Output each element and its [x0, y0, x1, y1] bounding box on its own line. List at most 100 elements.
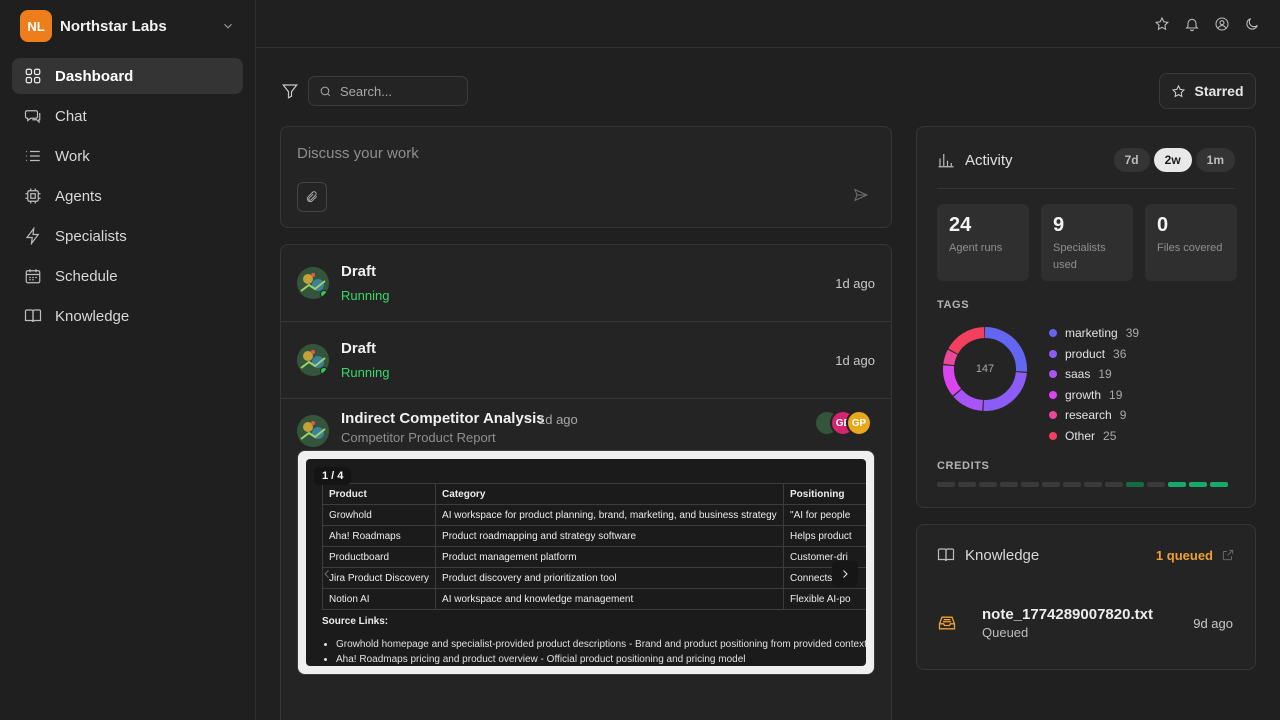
- legend-label: marketing: [1065, 326, 1118, 341]
- agent-avatar: [297, 267, 329, 299]
- composer: [280, 126, 892, 228]
- stat-label: Agent runs: [949, 242, 1003, 254]
- feed-item-time: 1d ago: [835, 276, 875, 291]
- workspace-name: Northstar Labs: [60, 17, 167, 35]
- file-name: note_1774289007820.txt: [982, 606, 1153, 623]
- send-button[interactable]: [853, 187, 871, 205]
- sidebar-item-chat[interactable]: Chat: [12, 98, 243, 134]
- credit-segment: [1126, 482, 1144, 487]
- legend-label: product: [1065, 346, 1106, 361]
- legend-label: research: [1065, 408, 1112, 423]
- agent-avatar-art: [297, 267, 329, 299]
- activity-title: Activity: [965, 151, 1013, 169]
- sidebar-item-specialists[interactable]: Specialists: [12, 218, 243, 254]
- chevron-down-icon: [224, 23, 232, 29]
- chevron-left-icon: [324, 570, 329, 578]
- knowledge-file-item[interactable]: note_1774289007820.txt Queued 9d ago: [937, 598, 1235, 648]
- legend-swatch: [1049, 431, 1057, 440]
- prev-page-button[interactable]: [314, 561, 340, 587]
- credit-segment: [1063, 482, 1081, 487]
- list-icon: [26, 150, 40, 162]
- table-header: Product: [321, 483, 437, 505]
- legend-item-growth[interactable]: growth 19: [1049, 385, 1139, 406]
- sidebar-item-agents[interactable]: Agents: [12, 178, 243, 214]
- report-table: Product Category Positioning Growhold AI…: [321, 483, 866, 610]
- starred-button[interactable]: Starred: [1159, 73, 1256, 109]
- stat-value: 9: [1053, 214, 1065, 236]
- filter-icon[interactable]: [281, 82, 299, 100]
- star-icon[interactable]: [1154, 16, 1170, 32]
- lightning-icon: [25, 227, 40, 245]
- table-cell: Growhold: [321, 504, 437, 526]
- activity-header: Activity 7d 2w 1m: [937, 148, 1235, 172]
- table-cell: Aha! Roadmaps: [321, 525, 437, 547]
- range-1m[interactable]: 1m: [1195, 148, 1235, 172]
- table-cell: Product discovery and prioritization too…: [435, 567, 785, 589]
- external-link-icon[interactable]: [1221, 548, 1235, 562]
- legend-swatch: [1049, 411, 1057, 420]
- collaborator-avatars: GE GP: [814, 410, 872, 436]
- knowledge-header: Knowledge 1 queued: [937, 546, 1235, 564]
- legend-swatch: [1049, 349, 1057, 358]
- workspace-switcher[interactable]: NL Northstar Labs: [0, 0, 255, 52]
- inbox-icon: [938, 616, 956, 630]
- credit-segment: [1210, 482, 1228, 487]
- donut-slice-marketing[interactable]: [943, 327, 1027, 411]
- table-header: Category: [435, 483, 785, 505]
- range-2w[interactable]: 2w: [1153, 148, 1192, 172]
- moon-icon[interactable]: [1244, 16, 1260, 32]
- donut-slice-product[interactable]: [943, 327, 1027, 411]
- range-7d[interactable]: 7d: [1113, 148, 1150, 172]
- sidebar-item-schedule[interactable]: Schedule: [12, 258, 243, 294]
- credit-segment: [1147, 482, 1165, 487]
- sidebar-item-work[interactable]: Work: [12, 138, 243, 174]
- table-row: Jira Product Discovery Product discovery…: [321, 567, 866, 589]
- legend-swatch: [1049, 390, 1057, 399]
- legend-count: 25: [1103, 428, 1117, 443]
- legend-item-marketing[interactable]: marketing 39: [1049, 323, 1139, 344]
- report-document: Product Category Positioning Growhold AI…: [321, 483, 866, 666]
- table-cell: AI workspace and knowledge management: [435, 588, 785, 610]
- stat-specialists-used: 9 Specialists used: [1041, 204, 1133, 281]
- sidebar-item-dashboard[interactable]: Dashboard: [12, 58, 243, 94]
- agent-avatar: [297, 415, 329, 447]
- credit-segment: [1084, 482, 1102, 487]
- work-feed: Draft Running 1d ago Draft Running 1d ag…: [280, 244, 892, 720]
- feed-item[interactable]: Draft Running 1d ago: [281, 322, 891, 399]
- chevron-right-icon: [843, 570, 848, 578]
- legend-item-research[interactable]: research 9: [1049, 405, 1139, 426]
- legend-item-other[interactable]: Other 25: [1049, 426, 1139, 447]
- legend-item-saas[interactable]: saas 19: [1049, 364, 1139, 385]
- feed-item-title: Draft: [341, 340, 377, 357]
- composer-input[interactable]: [297, 145, 857, 169]
- report-time: 1d ago: [538, 412, 578, 427]
- credit-segment: [1105, 482, 1123, 487]
- activity-card: Activity 7d 2w 1m 24 Agent runs 9 Specia…: [916, 126, 1256, 508]
- feed-item[interactable]: Draft Running 1d ago: [281, 245, 891, 322]
- table-header: Positioning: [783, 483, 866, 505]
- report-item[interactable]: Indirect Competitor Analysis 1d ago Comp…: [281, 399, 891, 699]
- chip-icon: [25, 188, 41, 204]
- calendar-icon: [25, 269, 41, 284]
- next-page-button[interactable]: [832, 561, 858, 587]
- table-cell: Helps product: [783, 525, 866, 547]
- legend-count: 19: [1109, 387, 1123, 402]
- table-cell: Product management platform: [435, 546, 785, 568]
- credits-meter: [937, 482, 1228, 487]
- attach-button[interactable]: [297, 182, 327, 212]
- legend-item-product[interactable]: product 36: [1049, 344, 1139, 365]
- stat-agent-runs: 24 Agent runs: [937, 204, 1029, 281]
- sidebar-item-knowledge[interactable]: Knowledge: [12, 298, 243, 334]
- table-cell: Notion AI: [321, 588, 437, 610]
- grid-icon: [25, 68, 41, 84]
- report-preview[interactable]: 1 / 4 Product Category Positioning Growh…: [297, 450, 875, 675]
- credit-segment: [1189, 482, 1207, 487]
- file-status: Queued: [982, 625, 1029, 640]
- user-circle-icon[interactable]: [1214, 16, 1230, 32]
- queued-count[interactable]: 1 queued: [1155, 547, 1213, 563]
- sidebar-item-label: Work: [55, 147, 90, 165]
- search-input[interactable]: [340, 83, 460, 99]
- donut-slice-growth[interactable]: [943, 327, 1027, 411]
- bell-icon[interactable]: [1184, 16, 1200, 32]
- list-item: Growhold homepage and specialist-provide…: [336, 637, 866, 652]
